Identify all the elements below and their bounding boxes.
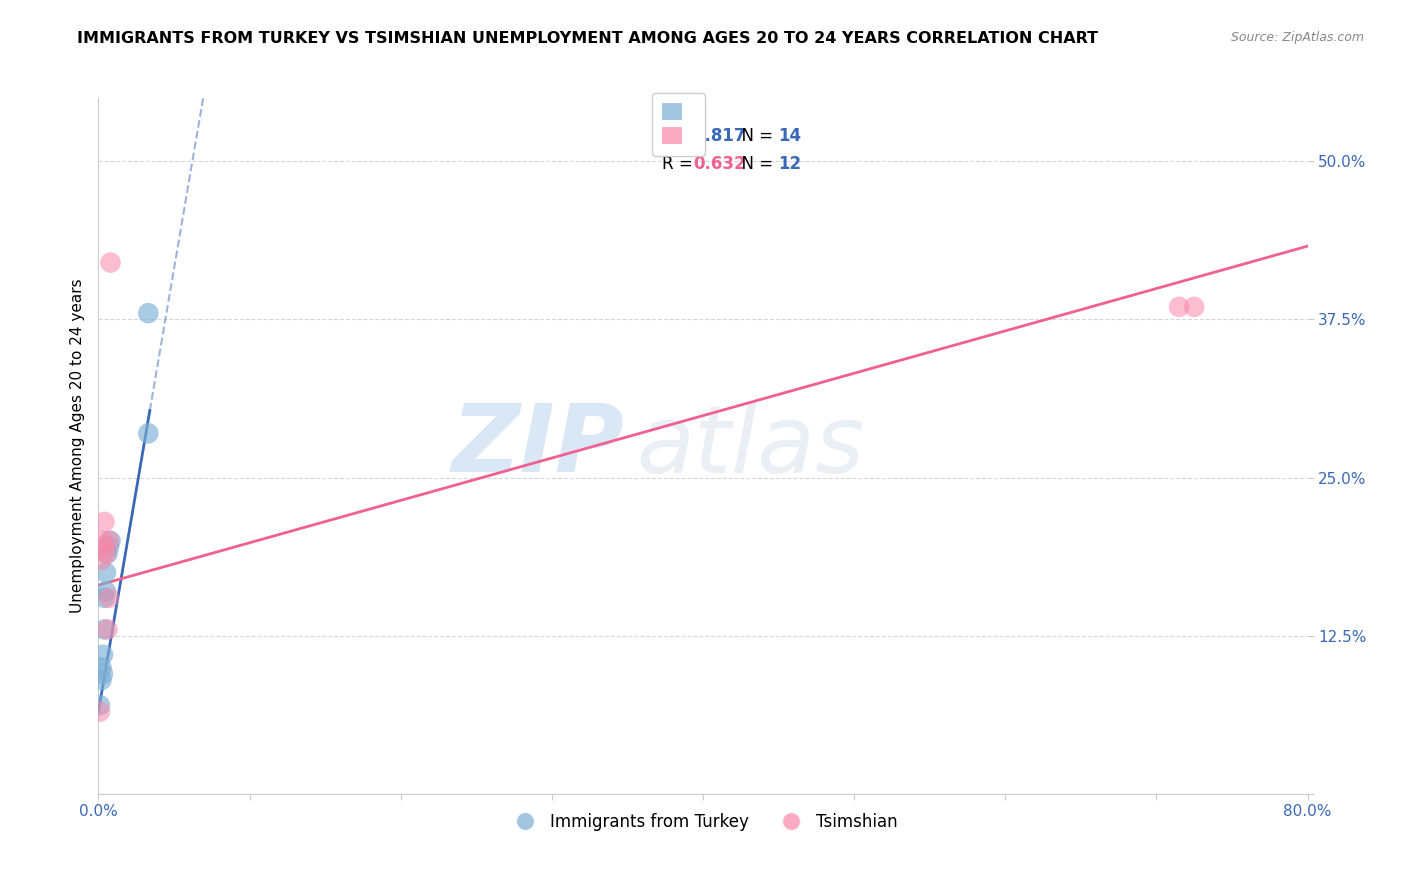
Text: R =: R = bbox=[662, 128, 697, 145]
Legend: Immigrants from Turkey, Tsimshian: Immigrants from Turkey, Tsimshian bbox=[502, 806, 904, 838]
Text: 14: 14 bbox=[778, 128, 801, 145]
Point bbox=[94, 566, 117, 580]
Text: IMMIGRANTS FROM TURKEY VS TSIMSHIAN UNEMPLOYMENT AMONG AGES 20 TO 24 YEARS CORRE: IMMIGRANTS FROM TURKEY VS TSIMSHIAN UNEM… bbox=[77, 31, 1098, 46]
Point bbox=[90, 673, 112, 687]
Point bbox=[136, 426, 159, 441]
Point bbox=[93, 515, 115, 529]
Point bbox=[1168, 300, 1191, 314]
Point bbox=[98, 591, 121, 605]
Point bbox=[90, 660, 112, 674]
Point bbox=[98, 533, 121, 548]
Point bbox=[94, 584, 117, 599]
Point bbox=[93, 540, 115, 554]
Text: 0.817: 0.817 bbox=[693, 128, 745, 145]
Text: R =: R = bbox=[662, 155, 697, 173]
Point bbox=[94, 547, 117, 561]
Text: atlas: atlas bbox=[637, 401, 865, 491]
Text: 0.632: 0.632 bbox=[693, 155, 747, 173]
Point bbox=[96, 623, 118, 637]
Text: Source: ZipAtlas.com: Source: ZipAtlas.com bbox=[1230, 31, 1364, 45]
Point bbox=[93, 623, 115, 637]
Point bbox=[91, 666, 114, 681]
Point bbox=[1182, 300, 1205, 314]
Point bbox=[96, 547, 118, 561]
Point bbox=[91, 533, 114, 548]
Point bbox=[90, 553, 112, 567]
Text: N =: N = bbox=[731, 128, 778, 145]
Y-axis label: Unemployment Among Ages 20 to 24 years: Unemployment Among Ages 20 to 24 years bbox=[69, 278, 84, 614]
Point bbox=[100, 255, 122, 269]
Point bbox=[98, 540, 121, 554]
Point bbox=[100, 533, 122, 548]
Point bbox=[136, 306, 159, 320]
Text: ZIP: ZIP bbox=[451, 400, 624, 492]
Point bbox=[93, 591, 115, 605]
Text: 12: 12 bbox=[778, 155, 801, 173]
Point bbox=[91, 648, 114, 662]
Text: N =: N = bbox=[731, 155, 778, 173]
Point bbox=[89, 705, 111, 719]
Point bbox=[89, 698, 111, 713]
